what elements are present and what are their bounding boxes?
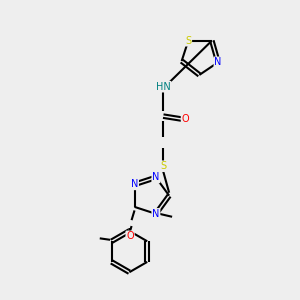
Text: O: O <box>126 231 134 241</box>
Text: N: N <box>152 209 160 219</box>
Text: S: S <box>185 36 191 46</box>
Text: N: N <box>152 172 160 182</box>
Text: N: N <box>214 57 222 67</box>
Text: O: O <box>182 114 189 124</box>
Text: S: S <box>160 161 166 171</box>
Text: HN: HN <box>156 82 171 92</box>
Text: N: N <box>131 179 138 189</box>
